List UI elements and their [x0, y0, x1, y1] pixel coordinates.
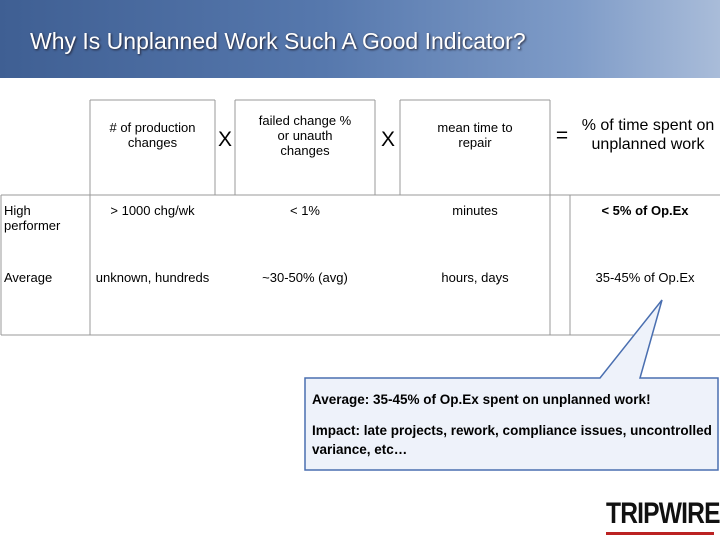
slide-title: Why Is Unplanned Work Such A Good Indica… — [30, 28, 526, 54]
column-header: # of production changes — [109, 120, 196, 150]
logo-underline — [606, 532, 714, 535]
table-cell: > 1000 chg/wk — [110, 203, 195, 218]
table-cell: < 1% — [290, 203, 320, 218]
callout-line: Average: 35-45% of Op.Ex spent on unplan… — [312, 392, 651, 407]
table-cell: < 5% of Op.Ex — [601, 203, 689, 218]
row-label: High performer — [4, 203, 61, 233]
callout-line: Impact: late projects, rework, complianc… — [312, 423, 712, 457]
header-band — [0, 0, 720, 78]
table-cell: ~30-50% (avg) — [262, 270, 348, 285]
table-cell: hours, days — [441, 270, 509, 285]
table-cell: unknown, hundreds — [95, 270, 210, 285]
operator: X — [380, 128, 395, 151]
logo: TRIPWIRE — [606, 497, 720, 530]
callout-text: Average: 35-45% of Op.Ex spent on unplan… — [312, 390, 712, 471]
column-header: % of time spent on unplanned work — [581, 117, 715, 153]
operator: = — [555, 124, 569, 147]
table-cell: 35-45% of Op.Ex — [595, 270, 695, 285]
callout-shape — [304, 299, 719, 471]
table-cell: minutes — [452, 203, 498, 218]
row-label: Average — [4, 270, 53, 285]
operator: X — [217, 128, 232, 151]
column-header: mean time to repair — [437, 120, 513, 150]
column-header: failed change % or unauth changes — [258, 112, 352, 158]
